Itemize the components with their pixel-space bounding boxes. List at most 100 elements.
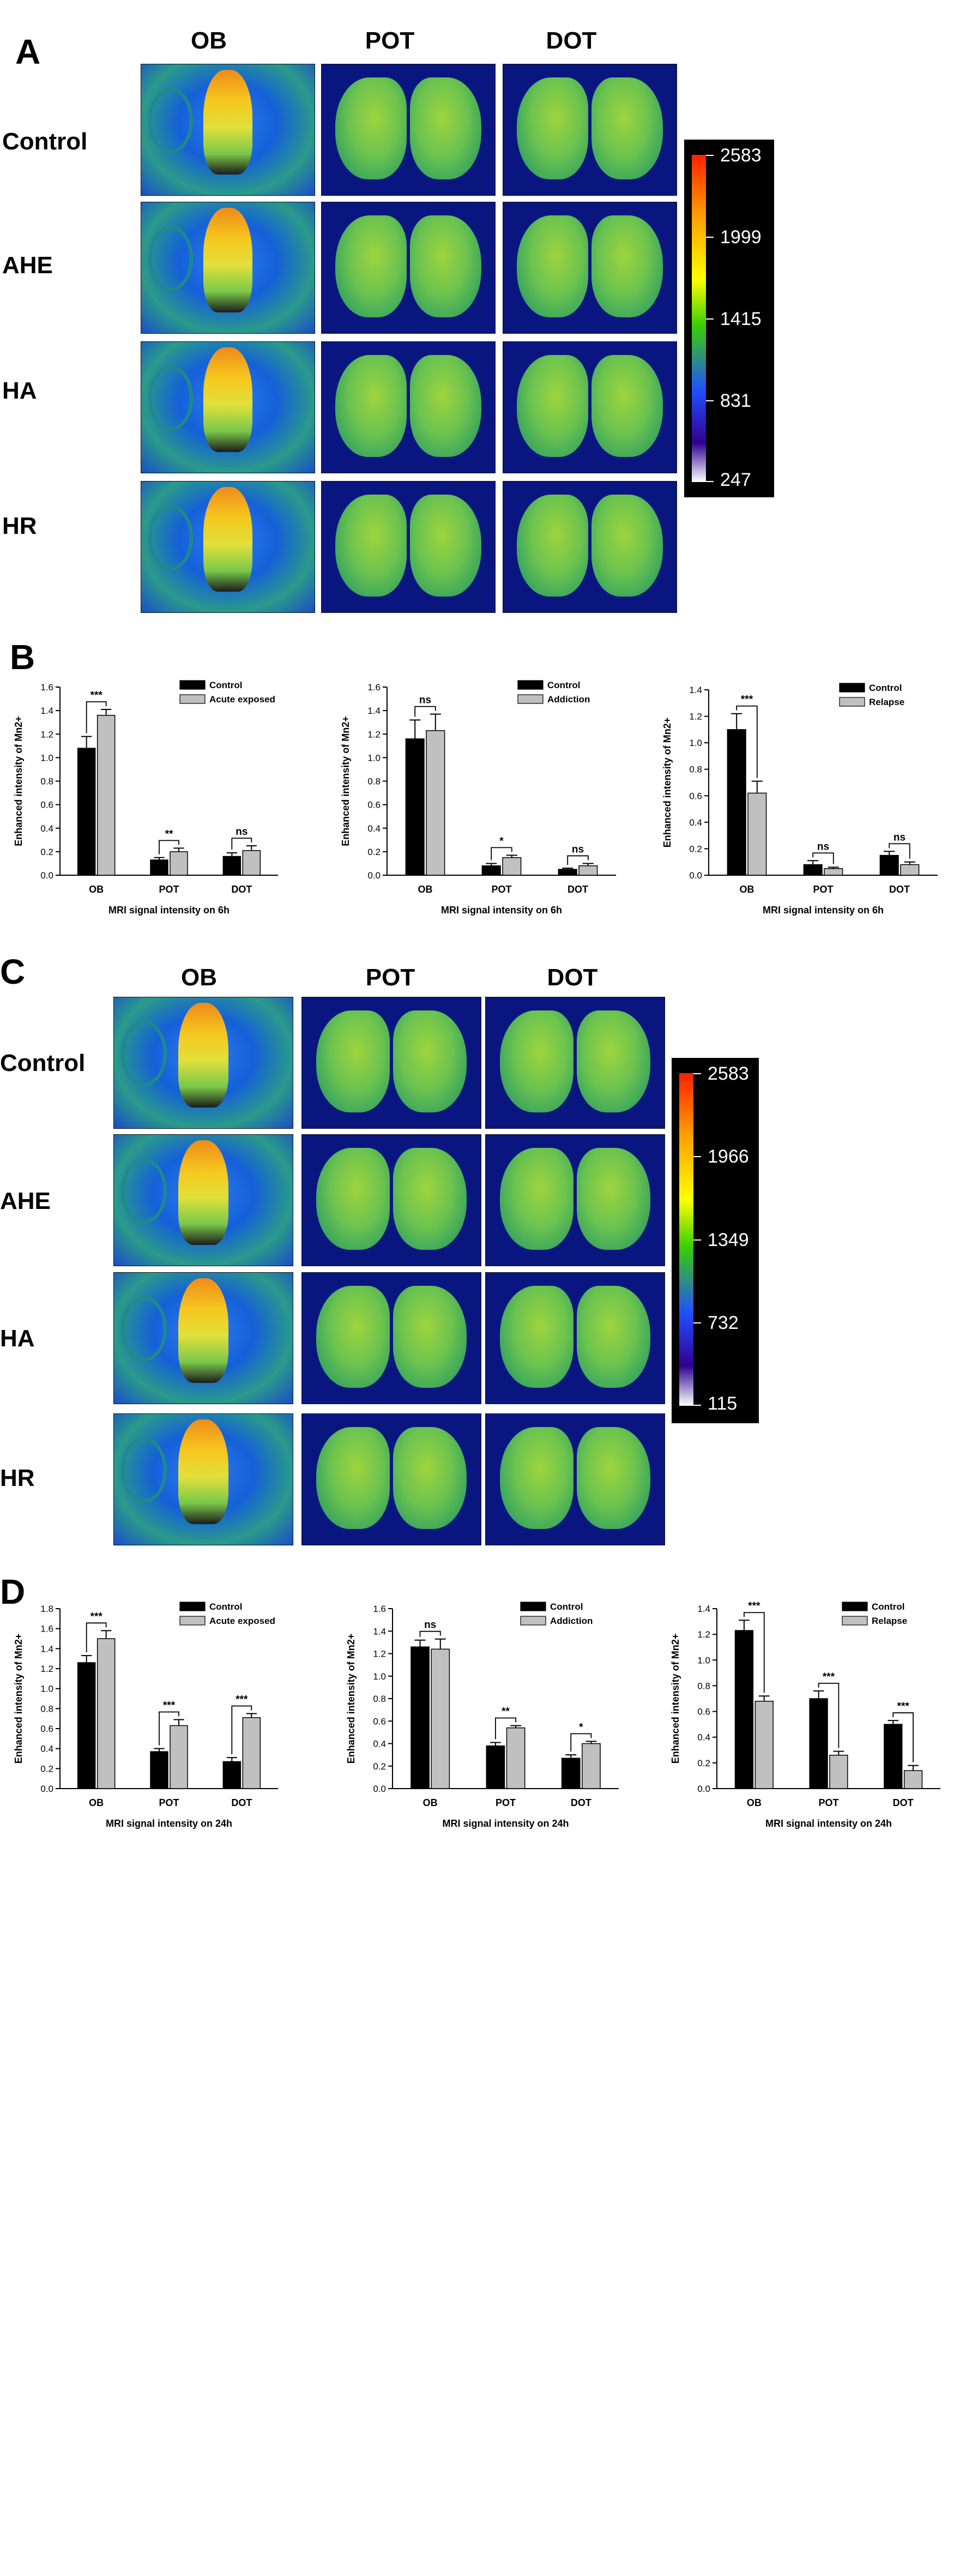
mri-c-ahe-ob (113, 1134, 293, 1266)
mri-c-ahe-pot (301, 1134, 481, 1266)
bar (77, 748, 96, 876)
bar (170, 1725, 188, 1789)
y-axis-label: Enhanced intensity of Mn2+ (13, 1634, 24, 1764)
x-tick-label: DOT (893, 1797, 914, 1808)
y-tick-label: 0.6 (373, 1716, 386, 1726)
bar (824, 868, 843, 876)
bar (242, 850, 261, 876)
mri-c-ha-dot (485, 1272, 665, 1404)
legend-swatch (520, 1602, 546, 1611)
bar (809, 1698, 828, 1789)
legend-label: Control (209, 680, 242, 690)
bar (506, 1727, 526, 1789)
x-tick-label: POT (496, 1797, 516, 1808)
x-tick-label: POT (813, 884, 833, 895)
y-tick-label: 0.4 (689, 817, 702, 828)
y-tick-label: 0.4 (40, 823, 53, 834)
y-tick-label: 1.4 (689, 685, 702, 695)
panel-a-colorbar-tick: 247 (720, 470, 751, 490)
bar (222, 856, 242, 876)
y-tick-label: 0.6 (697, 1707, 710, 1717)
mri-c-control-pot (301, 997, 481, 1129)
significance-label: ** (165, 828, 173, 840)
significance-label: *** (90, 1611, 103, 1622)
bar (486, 1745, 505, 1789)
legend-label: Control (209, 1602, 242, 1612)
significance-label: ns (419, 695, 431, 706)
panel-a-colorbar-tick: 2583 (720, 145, 762, 166)
panel-a-colorbar-tick: 831 (720, 390, 751, 411)
y-tick-label: 1.6 (373, 1604, 386, 1614)
y-tick-label: 0.2 (689, 844, 702, 854)
mri-a-ha-dot (503, 341, 677, 473)
significance-bracket (744, 1612, 765, 1693)
significance-label: *** (748, 1600, 760, 1612)
y-tick-label: 1.0 (40, 753, 53, 763)
y-tick-label: 0.2 (40, 1764, 53, 1774)
panel-c-colorbar-tick: 115 (708, 1393, 738, 1414)
x-tick-label: POT (818, 1797, 838, 1808)
legend-swatch (520, 1616, 546, 1626)
y-tick-label: 0.0 (40, 870, 53, 881)
y-axis-label: Enhanced intensity of Mn2+ (346, 1634, 357, 1764)
y-tick-label: 1.6 (367, 682, 381, 693)
legend-label: Control (547, 680, 580, 690)
panel-d-label: D (0, 1572, 26, 1611)
significance-label: *** (741, 694, 753, 706)
x-tick-label: POT (159, 884, 179, 895)
bar (170, 851, 188, 876)
significance-bracket (419, 1630, 441, 1637)
y-tick-label: 0.0 (367, 870, 381, 881)
y-tick-label: 1.0 (40, 1684, 53, 1694)
x-tick-label: POT (159, 1797, 179, 1808)
y-tick-label: 1.8 (40, 1604, 53, 1614)
x-tick-label: DOT (231, 884, 252, 895)
panel-c-row-ahe: AHE (0, 1188, 51, 1214)
significance-bracket (818, 1682, 840, 1748)
bar (727, 729, 746, 876)
y-tick-label: 0.8 (40, 777, 53, 787)
chart-d3: 0.0 0.2 0.4 0.6 0.8 1.0 1.2 1.4 Enhanced intensi… (670, 1600, 940, 1829)
y-tick-label: 0.6 (689, 791, 702, 801)
significance-bracket (231, 838, 252, 850)
bar (150, 1751, 168, 1789)
bar (242, 1717, 261, 1789)
significance-label: ** (502, 1706, 510, 1718)
significance-bracket (812, 852, 834, 864)
legend-swatch (842, 1616, 868, 1626)
panel-c-label: C (0, 952, 26, 991)
bar (747, 792, 767, 876)
significance-bracket (159, 840, 179, 854)
mri-a-control-ob (141, 64, 315, 196)
bar (222, 1761, 242, 1789)
legend-label: Control (550, 1602, 583, 1612)
x-tick-label: DOT (889, 884, 910, 895)
legend-label: Acute exposed (209, 694, 275, 705)
x-tick-label: OB (418, 884, 433, 895)
significance-bracket (567, 855, 589, 865)
significance-bracket (892, 1712, 914, 1762)
x-tick-label: OB (89, 884, 104, 895)
bar (558, 869, 577, 876)
significance-bracket (414, 706, 436, 717)
y-tick-label: 0.6 (40, 800, 53, 810)
bar (426, 730, 445, 876)
y-tick-label: 0.8 (40, 1704, 53, 1714)
significance-bracket (231, 1705, 252, 1755)
panel-c-colorbar-gradient (679, 1073, 693, 1406)
y-tick-label: 0.6 (40, 1724, 53, 1734)
panel-c-row-control: Control (0, 1050, 86, 1076)
y-axis-label: Enhanced intensity of Mn2+ (662, 718, 673, 848)
legend-label: Acute exposed (209, 1616, 275, 1626)
panel-c-colorbar-tick: 1966 (708, 1146, 749, 1167)
panel-c-colorbar-tick: 1349 (708, 1230, 749, 1250)
panel-c-colorbar-tick: 2583 (708, 1063, 749, 1084)
x-tick-label: DOT (231, 1797, 252, 1808)
y-tick-label: 0.4 (373, 1739, 386, 1749)
y-tick-label: 1.4 (40, 706, 53, 716)
y-tick-label: 1.0 (689, 738, 702, 748)
bar (578, 865, 598, 876)
mri-a-control-pot (321, 64, 496, 196)
panel-a-col-dot: DOT (546, 27, 597, 54)
legend-label: Control (872, 1602, 904, 1612)
